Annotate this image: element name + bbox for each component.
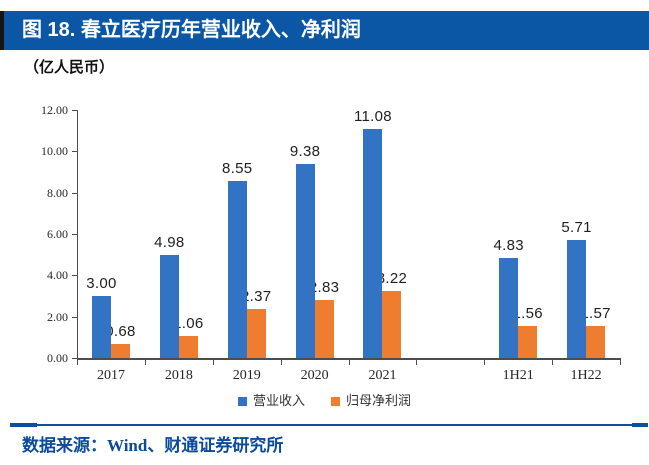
bar-data-label: 0.68 [105, 322, 136, 340]
y-axis-label: 10.00 [41, 144, 68, 159]
revenue-bar [295, 164, 315, 358]
y-axis-label: 8.00 [47, 185, 68, 200]
x-axis-tick [144, 360, 146, 365]
bar-data-label: 2.37 [240, 288, 272, 306]
legend-label: 归母净利润 [346, 393, 412, 408]
y-axis-tick [72, 275, 77, 277]
x-axis-tick [280, 360, 282, 365]
revenue-bar [227, 181, 247, 358]
y-axis-tick [72, 316, 77, 318]
x-axis-tick [212, 360, 214, 365]
x-axis-tick [552, 360, 554, 365]
legend-swatch-icon [237, 396, 247, 406]
separator-line [10, 424, 648, 426]
y-axis-label: 2.00 [47, 309, 68, 324]
revenue-bar [159, 255, 179, 358]
profit-bar [518, 325, 538, 358]
bar-data-label: 4.83 [493, 237, 524, 255]
bar-data-label: 1.56 [512, 304, 543, 322]
x-axis-label: 2017 [96, 368, 125, 383]
x-axis-line [77, 358, 621, 360]
y-axis-label: 4.00 [47, 268, 68, 283]
legend-label: 营业收入 [252, 393, 305, 408]
x-axis-label: 2021 [368, 368, 397, 383]
data-source-text: 数据来源：Wind、财通证券研究所 [22, 436, 284, 455]
x-axis-tick [416, 360, 418, 365]
bar-data-label: 5.71 [561, 218, 592, 236]
unit-label: （亿人民币） [24, 60, 115, 76]
profit-bar [382, 291, 402, 358]
revenue-bar [499, 258, 519, 358]
bar-data-label: 1.06 [173, 315, 204, 333]
bar-data-label: 11.08 [353, 108, 392, 125]
y-axis-line [77, 110, 78, 358]
x-axis-label: 2018 [164, 368, 193, 383]
bar-data-label: 4.98 [154, 234, 185, 252]
x-axis-tick [620, 360, 621, 365]
profit-bar [110, 343, 130, 358]
y-axis-label: 0.00 [47, 351, 68, 365]
bar-data-label: 3.22 [376, 270, 408, 288]
y-axis-label: 12.00 [41, 103, 68, 117]
revenue-bar [363, 129, 383, 358]
x-axis-tick [484, 360, 486, 365]
y-axis-label: 6.00 [47, 227, 68, 241]
revenue-bar [567, 239, 587, 358]
profit-bar [314, 299, 334, 358]
profit-bar [178, 336, 198, 358]
bar-data-label: 8.55 [221, 160, 253, 178]
x-axis-label: 2019 [232, 368, 261, 383]
y-axis-tick [72, 151, 77, 153]
x-axis-tick [348, 360, 350, 365]
profit-bar [246, 309, 266, 358]
profit-bar [586, 325, 606, 358]
x-axis-label: 2020 [300, 368, 329, 383]
y-axis-tick [72, 192, 77, 194]
legend: 营业收入 归母净利润 [0, 392, 649, 410]
legend-item: 归母净利润 [331, 394, 411, 408]
figure-title-bar: 图 18. 春立医疗历年营业收入、净利润 [0, 11, 649, 50]
bar-data-label: 2.83 [308, 278, 340, 296]
y-axis-tick [72, 234, 77, 235]
revenue-bar [91, 296, 111, 358]
legend-swatch-icon [331, 396, 340, 406]
y-axis-tick [72, 358, 77, 359]
x-axis-label: 1H22 [570, 368, 602, 383]
legend-item: 营业收入 [237, 393, 305, 408]
x-axis-tick [77, 360, 78, 365]
bar-data-label: 3.00 [86, 275, 117, 292]
separator-cap-left [10, 423, 37, 427]
figure-title: 图 18. 春立医疗历年营业收入、净利润 [22, 19, 361, 41]
y-axis-tick [72, 110, 77, 111]
separator-cap-right [632, 423, 648, 427]
bar-data-label: 9.38 [289, 143, 321, 161]
bar-data-label: 1.57 [580, 304, 611, 322]
x-axis-label: 1H21 [502, 368, 534, 383]
